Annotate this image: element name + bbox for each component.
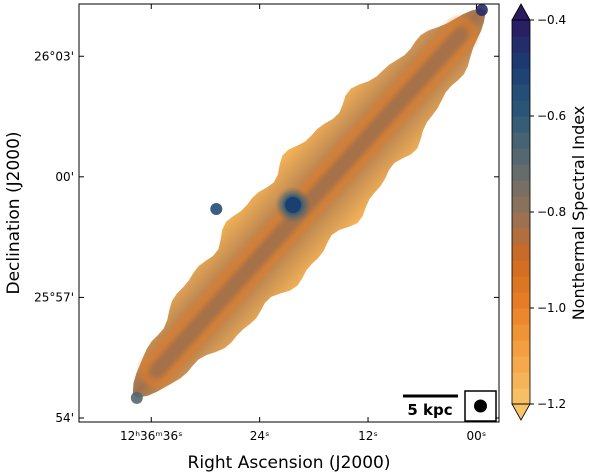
axes-frame bbox=[78, 3, 500, 423]
colorbar-segment bbox=[512, 52, 530, 69]
y-ticks: 26°03' 00' 25°57' 54' bbox=[34, 49, 499, 425]
beam-marker bbox=[474, 399, 487, 413]
colorbar-extend-top bbox=[511, 3, 531, 21]
beam-box bbox=[464, 390, 497, 422]
x-tick-label: 12ˢ bbox=[358, 429, 378, 443]
spectral-index-map bbox=[130, 4, 488, 404]
x-tick-label: 12ʰ36ᵐ36ˢ bbox=[120, 429, 183, 443]
colorbar-segment bbox=[512, 84, 530, 101]
x-axis-label: Right Ascension (J2000) bbox=[188, 453, 391, 473]
x-tick-label: 00ˢ bbox=[467, 429, 487, 443]
colorbar-segment bbox=[512, 292, 530, 309]
colorbar-segment bbox=[512, 116, 530, 133]
colorbar-tick-label: −0.6 bbox=[537, 109, 566, 123]
colorbar-segment bbox=[512, 260, 530, 277]
colorbar-segment bbox=[512, 356, 530, 373]
colorbar-segment bbox=[512, 148, 530, 165]
colorbar-tick-label: −1.2 bbox=[537, 397, 566, 411]
colorbar-extend-bottom bbox=[511, 403, 531, 421]
colorbar: −0.4 −0.6 −0.8 −1.0 −1.2 bbox=[511, 3, 566, 421]
scale-bar-label: 5 kpc bbox=[407, 401, 452, 419]
colorbar-segment bbox=[512, 164, 530, 181]
y-tick-label: 25°57' bbox=[34, 290, 74, 304]
colorbar-segment bbox=[512, 372, 530, 389]
colorbar-segment bbox=[512, 20, 530, 37]
colorbar-segment bbox=[512, 324, 530, 341]
y-tick-label: 00' bbox=[55, 170, 74, 184]
colorbar-segment bbox=[512, 308, 530, 325]
colorbar-segment bbox=[512, 100, 530, 117]
colorbar-segment bbox=[512, 340, 530, 357]
colorbar-segment bbox=[512, 276, 530, 293]
y-axis-label: Declination (J2000) bbox=[4, 131, 24, 294]
colorbar-segment bbox=[512, 388, 530, 405]
colorbar-tick-label: −0.4 bbox=[537, 13, 566, 27]
colorbar-segment bbox=[512, 244, 530, 261]
tip-feature-2 bbox=[210, 202, 223, 215]
y-tick-label: 54' bbox=[55, 411, 74, 425]
scale-bar: 5 kpc bbox=[403, 394, 458, 419]
colorbar-segment bbox=[512, 180, 530, 197]
y-tick-label: 26°03' bbox=[34, 49, 74, 63]
colorbar-segment bbox=[512, 212, 530, 229]
colorbar-segment bbox=[512, 132, 530, 149]
colorbar-label: Nonthermal Spectral Index bbox=[569, 106, 588, 321]
colorbar-segment bbox=[512, 68, 530, 85]
colorbar-segment bbox=[512, 228, 530, 245]
x-ticks: 12ʰ36ᵐ36ˢ 24ˢ 12ˢ 00ˢ bbox=[120, 4, 486, 443]
colorbar-segment bbox=[512, 196, 530, 213]
tip-feature-1 bbox=[130, 391, 143, 404]
x-tick-label: 24ˢ bbox=[250, 429, 270, 443]
colorbar-tick-label: −1.0 bbox=[537, 301, 566, 315]
colorbar-tick-label: −0.8 bbox=[537, 205, 566, 219]
tip-feature-0 bbox=[475, 4, 488, 17]
colorbar-segment bbox=[512, 36, 530, 53]
galaxy-core bbox=[285, 196, 302, 213]
